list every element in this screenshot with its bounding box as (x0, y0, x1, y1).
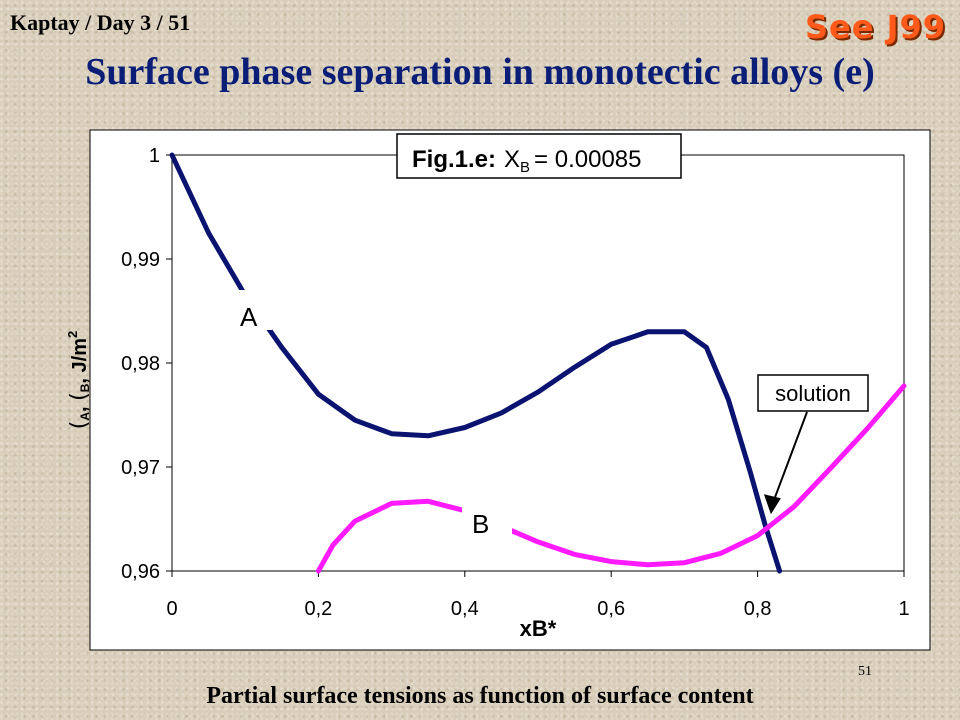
y-tick-label: 0,99 (121, 249, 160, 271)
series-a-line (169, 152, 783, 574)
series-b-label: B (472, 509, 489, 539)
x-tick-label: 0,6 (597, 598, 625, 620)
x-axis: 0 0,2 0,4 0,6 0,8 1 (166, 571, 910, 620)
y-label-exponent: 2 (65, 331, 80, 338)
series-layer (169, 152, 907, 574)
series-b-label-bg (462, 502, 512, 542)
svg-text:(A, (B, J/m2: (A, (B, J/m2 (65, 331, 92, 429)
solution-box (757, 374, 869, 412)
series-a-label: A (240, 302, 258, 332)
y-tick-label: 0,96 (121, 561, 160, 583)
fig-label: Fig.1.e: XB = 0.00085 (412, 146, 641, 176)
x-tick-label: 1 (898, 598, 909, 620)
y-tick-label: 1 (149, 145, 160, 167)
y-axis-label: (A, (B, J/m2 (65, 331, 92, 429)
fig-label-symbol: X (504, 146, 520, 173)
y-tick-label: 0,97 (121, 457, 160, 479)
fig-label-box (396, 133, 682, 179)
page-title: Surface phase separation in monotectic a… (85, 51, 875, 93)
footer-caption: Partial surface tensions as function of … (206, 683, 754, 709)
y-label-unit: , J/m (69, 338, 91, 384)
x-tick-label: 0 (166, 598, 177, 620)
y-tick-label: 0,98 (121, 353, 160, 375)
y-label-part-a: A (78, 412, 92, 421)
y-label-part-b: B (78, 383, 92, 392)
fig-label-subscript: B (520, 159, 530, 176)
series-b-line (315, 383, 907, 574)
x-tick-label: 0,4 (451, 598, 479, 620)
fig-label-bold: Fig.1.e: (412, 146, 496, 173)
header-course-label: Kaptay / Day 3 / 51 (10, 10, 191, 35)
solution-label: solution (775, 381, 851, 406)
slide-number: 51 (858, 664, 872, 679)
solution-arrowhead (763, 494, 781, 515)
x-axis-label: xB* (520, 616, 557, 641)
y-axis: 0,96 0,97 0,98 0,99 1 (121, 145, 172, 583)
fig-label-value: = 0.00085 (534, 146, 641, 173)
x-tick-label: 0,2 (304, 598, 332, 620)
solution-arrow (772, 411, 808, 501)
header-reference-label: See J99 (804, 8, 946, 46)
series-a-label-bg (232, 290, 272, 330)
x-tick-label: 0,8 (744, 598, 772, 620)
